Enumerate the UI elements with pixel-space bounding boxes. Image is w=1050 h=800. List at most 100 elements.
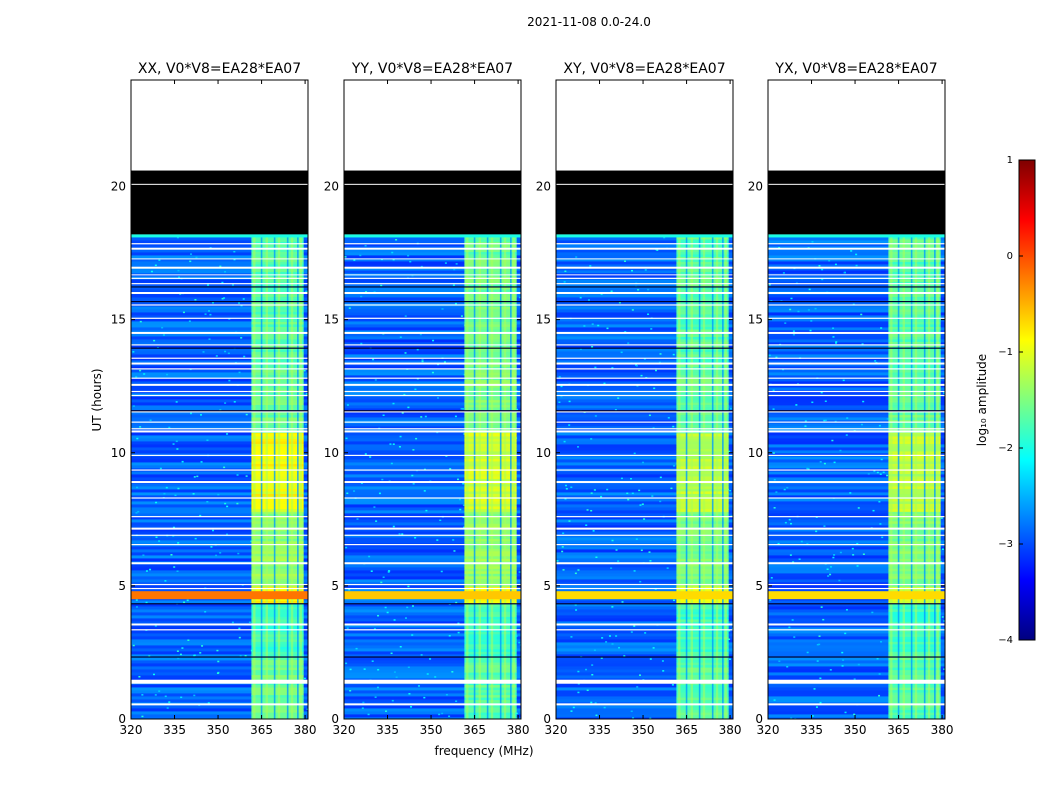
x-tick-label: 380 xyxy=(507,723,530,737)
rfi-cell xyxy=(676,670,729,673)
rfi-cell xyxy=(251,354,304,358)
noise-speckle xyxy=(179,653,182,656)
heatmap-row xyxy=(768,312,945,316)
colorbar-label: log₁₀ amplitude xyxy=(975,354,989,446)
noise-speckle xyxy=(653,387,656,390)
heatmap-row xyxy=(344,474,521,478)
noise-speckle xyxy=(454,302,457,305)
heatmap-row xyxy=(556,324,733,328)
noise-speckle xyxy=(406,606,409,609)
noise-speckle xyxy=(833,461,836,464)
rfi-cell xyxy=(251,380,304,383)
flag-line xyxy=(556,544,733,546)
noise-speckle xyxy=(652,427,655,429)
noise-speckle xyxy=(346,627,349,630)
rfi-cell xyxy=(464,616,517,620)
heatmap-row xyxy=(556,564,733,568)
heatmap-row xyxy=(768,327,945,331)
heatmap-row xyxy=(768,492,945,496)
rfi-cell xyxy=(464,264,517,268)
noise-speckle xyxy=(728,658,731,660)
noise-speckle xyxy=(399,435,402,438)
flag-line xyxy=(344,516,521,518)
heatmap-row xyxy=(768,600,945,604)
noise-speckle xyxy=(879,523,882,525)
noise-speckle xyxy=(221,297,224,300)
rfi-cell xyxy=(464,314,517,318)
noise-speckle xyxy=(459,508,462,511)
flag-line xyxy=(768,629,945,631)
heatmap-row xyxy=(344,666,521,670)
noise-speckle xyxy=(448,635,451,637)
rfi-cell xyxy=(464,692,517,696)
heatmap-row xyxy=(344,441,521,445)
noise-speckle xyxy=(844,711,847,714)
heatmap-row xyxy=(768,639,945,643)
noise-speckle xyxy=(651,495,654,497)
noise-speckle xyxy=(627,498,630,501)
flag-line xyxy=(344,383,521,386)
flag-line xyxy=(768,277,945,279)
rfi-cell xyxy=(251,359,304,363)
rfi-cell xyxy=(251,600,304,604)
rfi-cell xyxy=(464,687,517,691)
heatmap-row xyxy=(556,306,733,310)
rfi-cell xyxy=(888,493,941,497)
rfi-cell xyxy=(251,433,304,437)
rfi-cell xyxy=(251,463,304,467)
rfi-cell xyxy=(676,339,729,343)
rfi-cell xyxy=(676,695,729,698)
noise-speckle xyxy=(401,412,404,414)
heatmap-row xyxy=(768,528,945,532)
rfi-gap xyxy=(286,234,289,719)
rfi-cell xyxy=(676,359,729,363)
rfi-cell xyxy=(251,685,304,688)
heatmap-row xyxy=(131,465,308,469)
heatmap-row xyxy=(768,345,945,349)
rfi-cell xyxy=(888,420,941,423)
flag-line xyxy=(344,266,521,269)
heatmap-row xyxy=(131,360,308,364)
rfi-cell xyxy=(251,301,304,305)
rfi-cell xyxy=(888,341,941,345)
rfi-cell xyxy=(888,336,941,340)
dark-line xyxy=(131,410,308,412)
heatmap-row xyxy=(131,288,308,292)
noise-speckle xyxy=(826,568,829,570)
heatmap-row xyxy=(344,537,521,541)
rfi-cell xyxy=(676,556,729,560)
rfi-cell xyxy=(676,558,729,562)
noise-speckle xyxy=(209,313,212,316)
rfi-cell xyxy=(676,576,729,580)
rfi-cell xyxy=(888,503,941,507)
flag-line xyxy=(768,383,945,386)
heatmap-row xyxy=(344,336,521,340)
rfi-cell xyxy=(464,629,517,633)
rfi-cell xyxy=(676,518,729,522)
heatmap-row xyxy=(768,642,945,646)
noise-speckle xyxy=(793,636,796,638)
noise-speckle xyxy=(393,671,396,673)
rfi-cell xyxy=(888,662,941,666)
rfi-cell xyxy=(251,264,304,268)
flag-line xyxy=(556,679,733,684)
rfi-cell xyxy=(464,682,517,686)
noise-speckle xyxy=(843,271,846,274)
noise-speckle xyxy=(600,657,603,659)
heatmap-row xyxy=(344,348,521,352)
rfi-cell xyxy=(464,578,517,582)
rfi-cell xyxy=(676,256,729,260)
noise-speckle xyxy=(618,301,621,304)
flag-line xyxy=(768,331,945,334)
rfi-cell xyxy=(464,697,517,701)
flag-line xyxy=(768,583,945,586)
noise-speckle xyxy=(777,542,780,545)
noise-speckle xyxy=(236,474,239,476)
heatmap-row xyxy=(556,507,733,511)
heatmap-row xyxy=(344,624,521,628)
flag-line xyxy=(768,454,945,457)
heatmap-row xyxy=(131,312,308,316)
heatmap-row xyxy=(344,603,521,607)
rfi-cell xyxy=(251,326,304,330)
noise-speckle xyxy=(367,713,370,716)
